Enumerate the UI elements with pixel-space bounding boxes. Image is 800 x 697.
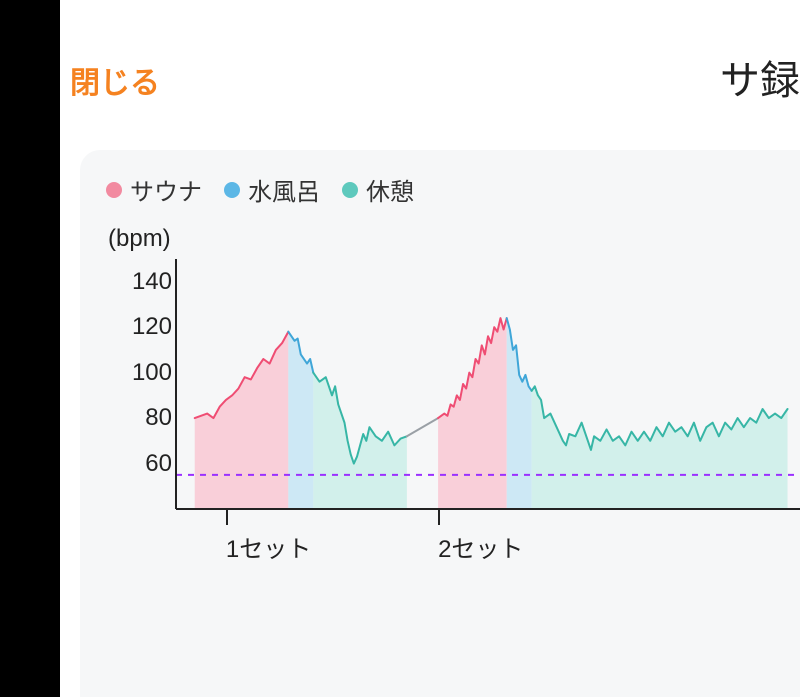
y-tick-label: 140	[112, 268, 172, 296]
legend-item-sauna: サウナ	[106, 172, 202, 207]
legend-label: サウナ	[130, 172, 202, 207]
legend: サウナ 水風呂 休憩	[106, 172, 800, 207]
chart-card: サウナ 水風呂 休憩 (bpm) 1セット2セット 6080100120140	[80, 150, 800, 697]
page-title: サ録	[720, 48, 800, 106]
header: 閉じる サ録	[60, 0, 800, 130]
y-tick-label: 100	[112, 359, 172, 387]
legend-label: 水風呂	[248, 172, 320, 207]
y-axis-unit: (bpm)	[108, 225, 800, 253]
legend-label: 休憩	[366, 172, 414, 207]
y-tick-label: 80	[112, 404, 172, 432]
y-tick-label: 120	[112, 313, 172, 341]
legend-dot-icon	[224, 182, 240, 198]
x-tick-label: 2セット	[438, 529, 523, 564]
close-button[interactable]: 閉じる	[70, 58, 160, 102]
legend-dot-icon	[106, 182, 122, 198]
legend-item-water: 水風呂	[224, 172, 320, 207]
x-tick-label: 1セット	[226, 529, 311, 564]
plot-area: 1セット2セット	[176, 259, 800, 509]
x-tick-icon	[438, 509, 440, 525]
chart: 1セット2セット 60 80 100 120 140	[106, 259, 800, 559]
legend-item-rest: 休憩	[342, 172, 414, 207]
chart-svg	[176, 259, 800, 509]
legend-dot-icon	[342, 182, 358, 198]
y-tick-label: 60	[112, 450, 172, 478]
x-tick-icon	[226, 509, 228, 525]
page: 閉じる サ録 サウナ 水風呂 休憩 (bpm) 1セット2セット 6080100…	[60, 0, 800, 697]
